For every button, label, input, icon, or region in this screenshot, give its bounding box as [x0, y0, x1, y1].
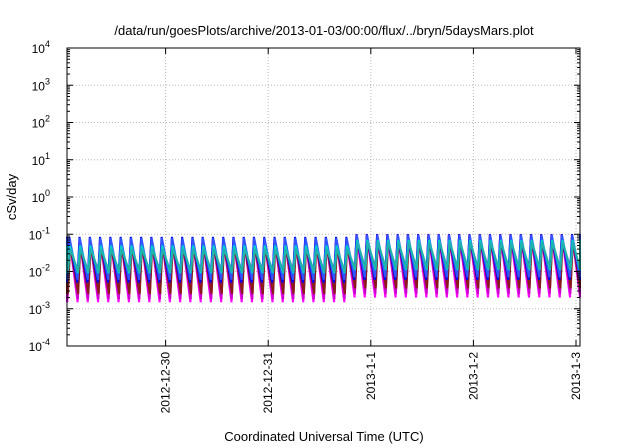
- y-axis-label: cSv/day: [4, 173, 19, 220]
- y-tick-label: 104: [32, 39, 50, 56]
- y-tick-label: 10-4: [29, 337, 50, 354]
- y-tick-label: 100: [32, 188, 50, 205]
- x-tick-label: 2012-12-30: [159, 352, 173, 414]
- x-tick-label: 2013-1-3: [569, 352, 583, 400]
- y-tick-label: 102: [32, 114, 50, 131]
- y-tick-label: 10-2: [29, 263, 50, 280]
- chart-title: /data/run/goesPlots/archive/2013-01-03/0…: [114, 23, 534, 38]
- y-axis: 10-4 10-3 10-2 10-1 100 101 102 103 104: [29, 39, 580, 354]
- series-line: [66, 242, 581, 272]
- y-tick-label: 103: [32, 76, 50, 93]
- y-tick-label: 10-1: [29, 225, 50, 242]
- y-tick-label: 10-3: [29, 300, 50, 317]
- series-group: [66, 234, 581, 303]
- x-axis-label: Coordinated Universal Time (UTC): [224, 429, 423, 444]
- y-tick-label: 101: [32, 151, 50, 168]
- x-tick-label: 2013-1-1: [364, 352, 378, 400]
- x-tick-label: 2012-12-31: [261, 352, 275, 414]
- x-tick-label: 2013-1-2: [466, 352, 480, 400]
- x-axis: 2012-12-30 2012-12-31 2013-1-1 2013-1-2 2013…: [159, 48, 583, 413]
